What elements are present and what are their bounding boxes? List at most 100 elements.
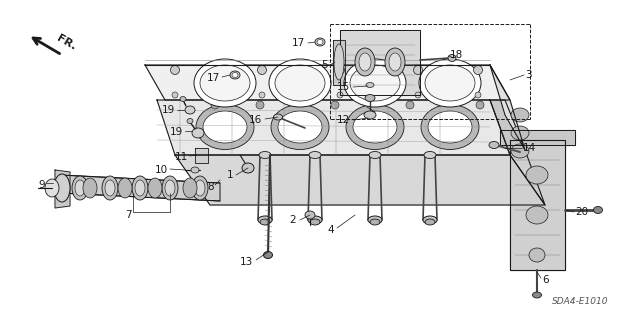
Text: 4: 4: [328, 225, 334, 235]
Ellipse shape: [369, 152, 381, 159]
Ellipse shape: [258, 216, 272, 224]
Polygon shape: [60, 175, 220, 201]
Ellipse shape: [165, 180, 175, 196]
Ellipse shape: [180, 97, 186, 101]
Text: 8: 8: [207, 182, 214, 192]
Text: 5: 5: [321, 60, 328, 70]
Ellipse shape: [135, 180, 145, 196]
Text: 7: 7: [125, 210, 132, 220]
Polygon shape: [340, 30, 420, 95]
Ellipse shape: [425, 219, 435, 225]
Ellipse shape: [183, 178, 197, 198]
Ellipse shape: [511, 126, 529, 140]
Ellipse shape: [317, 40, 323, 44]
Ellipse shape: [211, 101, 219, 109]
Text: 15: 15: [337, 82, 350, 92]
Ellipse shape: [148, 178, 162, 198]
Text: 2: 2: [289, 215, 296, 225]
Polygon shape: [195, 148, 208, 163]
Ellipse shape: [118, 178, 132, 198]
Ellipse shape: [526, 206, 548, 224]
Ellipse shape: [83, 178, 97, 198]
Ellipse shape: [192, 128, 204, 138]
Ellipse shape: [474, 65, 483, 75]
Text: 19: 19: [162, 105, 175, 115]
Ellipse shape: [370, 219, 380, 225]
Ellipse shape: [415, 92, 421, 98]
Ellipse shape: [54, 174, 70, 202]
Ellipse shape: [359, 53, 371, 71]
Text: 17: 17: [207, 73, 220, 83]
Ellipse shape: [532, 292, 541, 298]
Text: 13: 13: [240, 257, 253, 267]
Ellipse shape: [353, 111, 397, 143]
Ellipse shape: [389, 53, 401, 71]
Ellipse shape: [162, 176, 178, 200]
Ellipse shape: [475, 92, 481, 98]
Ellipse shape: [75, 180, 85, 196]
Polygon shape: [175, 155, 545, 205]
Text: 6: 6: [542, 275, 548, 285]
Ellipse shape: [275, 65, 325, 101]
Ellipse shape: [105, 180, 115, 196]
Ellipse shape: [368, 216, 382, 224]
Ellipse shape: [364, 111, 376, 119]
Ellipse shape: [511, 108, 529, 122]
Text: 17: 17: [292, 38, 305, 48]
Ellipse shape: [315, 38, 325, 46]
Ellipse shape: [187, 118, 193, 123]
Ellipse shape: [335, 65, 344, 75]
Text: 9: 9: [38, 180, 45, 190]
Text: 11: 11: [175, 152, 188, 162]
Ellipse shape: [593, 206, 602, 213]
Polygon shape: [333, 40, 345, 85]
Ellipse shape: [337, 92, 343, 98]
Ellipse shape: [346, 105, 404, 150]
Ellipse shape: [259, 92, 265, 98]
Ellipse shape: [170, 65, 179, 75]
Ellipse shape: [256, 101, 264, 109]
Ellipse shape: [331, 101, 339, 109]
Ellipse shape: [273, 114, 282, 120]
Ellipse shape: [102, 176, 118, 200]
Polygon shape: [157, 100, 510, 155]
Ellipse shape: [194, 59, 256, 107]
Ellipse shape: [428, 111, 472, 143]
Polygon shape: [490, 65, 525, 150]
Ellipse shape: [309, 152, 321, 159]
Ellipse shape: [242, 163, 254, 173]
Text: 10: 10: [155, 165, 168, 175]
Ellipse shape: [196, 105, 254, 150]
Text: 20: 20: [575, 207, 588, 217]
Ellipse shape: [421, 105, 479, 150]
Text: FR.: FR.: [55, 33, 77, 52]
Ellipse shape: [350, 65, 400, 101]
Ellipse shape: [344, 59, 406, 107]
Ellipse shape: [172, 92, 178, 98]
Ellipse shape: [423, 216, 437, 224]
Ellipse shape: [425, 65, 475, 101]
Text: 14: 14: [523, 143, 536, 153]
Ellipse shape: [72, 176, 88, 200]
Ellipse shape: [489, 142, 499, 149]
Ellipse shape: [257, 65, 266, 75]
Ellipse shape: [406, 101, 414, 109]
Ellipse shape: [278, 111, 322, 143]
Ellipse shape: [476, 101, 484, 109]
Text: 16: 16: [249, 115, 262, 125]
Ellipse shape: [269, 59, 331, 107]
Polygon shape: [145, 65, 510, 100]
Ellipse shape: [259, 152, 271, 159]
Text: 18: 18: [450, 50, 463, 60]
Polygon shape: [490, 100, 545, 205]
Ellipse shape: [355, 48, 375, 76]
Text: 1: 1: [227, 170, 233, 180]
Ellipse shape: [424, 152, 436, 159]
Ellipse shape: [529, 248, 545, 262]
Ellipse shape: [419, 59, 481, 107]
Ellipse shape: [132, 176, 148, 200]
Ellipse shape: [310, 219, 320, 225]
Ellipse shape: [366, 83, 374, 87]
Ellipse shape: [264, 251, 273, 258]
Polygon shape: [55, 170, 70, 208]
